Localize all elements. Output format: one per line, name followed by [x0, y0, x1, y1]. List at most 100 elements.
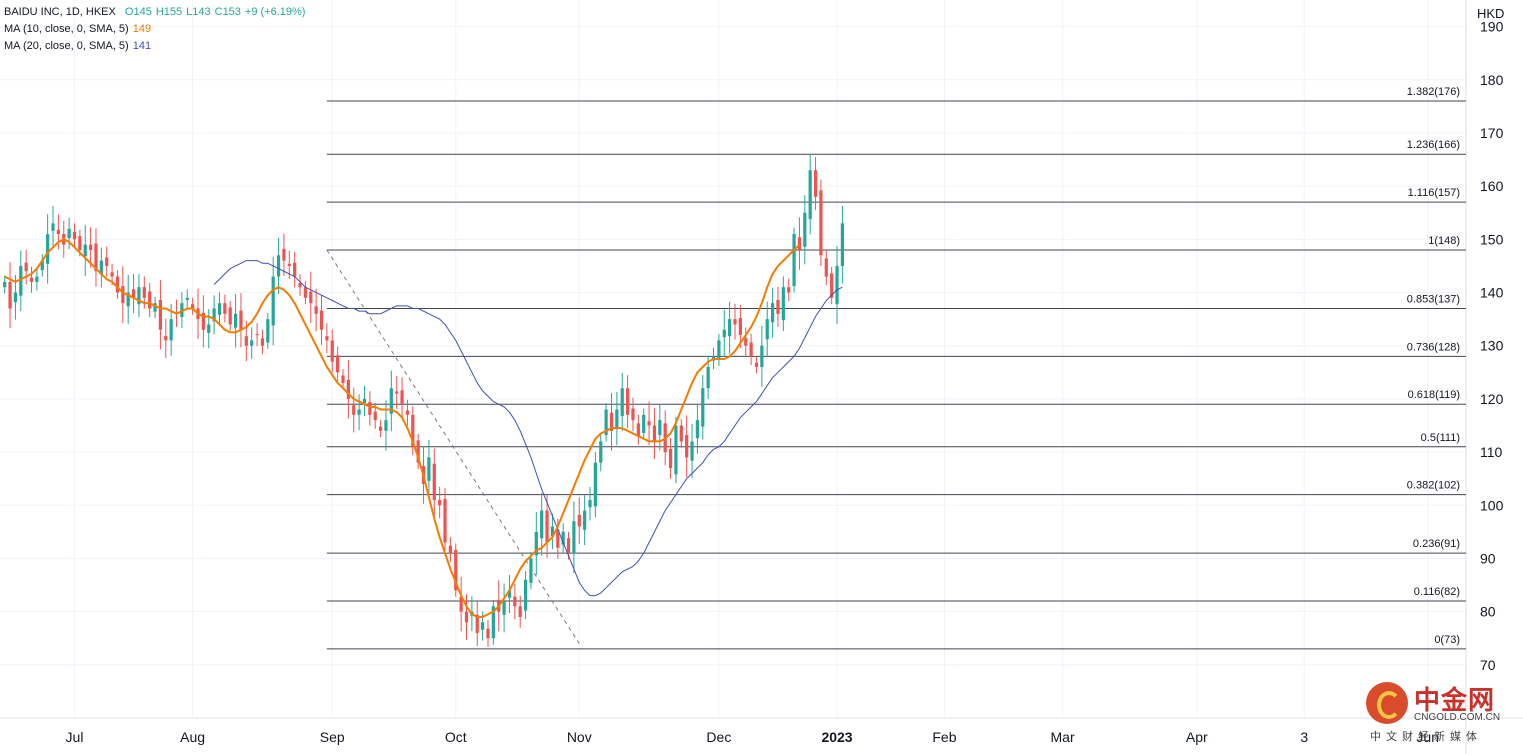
candle-body: [212, 308, 216, 322]
candle-body: [395, 391, 399, 394]
candle-body: [3, 281, 7, 288]
candle-body: [760, 345, 764, 367]
ohlc-values: O145 H155 L143 C153 +9 (+6.19%): [119, 6, 310, 18]
x-tick-label: Nov: [567, 729, 592, 745]
fib-level-label: 0.618(119): [1408, 389, 1460, 401]
candle-body: [223, 303, 227, 314]
candle-body: [8, 281, 12, 309]
candle-body: [685, 435, 689, 458]
candle-body: [754, 362, 759, 367]
candle-body: [110, 272, 114, 277]
candle-body: [287, 263, 291, 266]
candle-body: [744, 338, 748, 346]
candle-body: [121, 286, 125, 304]
candle-body: [566, 538, 571, 554]
candle-body: [233, 313, 238, 328]
candle-body: [706, 366, 710, 389]
candle-body: [19, 265, 23, 296]
candle-body: [88, 244, 93, 250]
candle-body: [389, 388, 393, 414]
low-value: L143: [186, 6, 211, 18]
candle-body: [824, 258, 828, 277]
candle-body: [642, 414, 646, 433]
candle-body: [378, 426, 383, 431]
candle-body: [534, 531, 538, 556]
y-tick-label: 140: [1480, 285, 1504, 301]
candle-body: [314, 306, 318, 314]
candle-body: [185, 297, 189, 300]
x-tick-label: Feb: [932, 729, 956, 745]
candle-body: [690, 441, 694, 461]
y-tick-label: 80: [1480, 604, 1496, 620]
x-tick-label: Sep: [320, 729, 345, 745]
candle-body: [260, 338, 265, 346]
legend-ma20-row[interactable]: MA (20, close, 0, SMA, 5) 141: [4, 38, 309, 55]
candle-body: [148, 291, 152, 309]
candle-body: [583, 510, 587, 530]
candle-body: [577, 514, 581, 527]
candle-body: [282, 248, 286, 261]
candle-body: [411, 414, 415, 447]
candle-body: [67, 228, 71, 239]
fib-level-label: 0.116(82): [1414, 586, 1460, 598]
candle-body: [513, 596, 517, 607]
candle-body: [840, 223, 845, 266]
candle-body: [454, 549, 458, 591]
fib-level-label: 0(73): [1434, 634, 1460, 646]
candle-body: [217, 303, 222, 315]
watermark: 中金网 CNGOLD.COM.CN 中文财经新媒体: [1362, 676, 1522, 752]
candle-body: [631, 408, 635, 421]
high-value: H155: [155, 6, 183, 18]
candle-body: [169, 319, 173, 341]
chart-legend: BAIDU INC, 1D, HKEX O145 H155 L143 C153 +9 (…: [4, 4, 309, 55]
candle-body: [255, 334, 259, 336]
candle-body: [695, 420, 700, 439]
y-tick-label: 70: [1480, 657, 1496, 673]
candle-body: [298, 282, 302, 288]
x-tick-label: 3: [1300, 729, 1308, 745]
candle-body: [588, 499, 592, 508]
fib-level-label: 0.853(137): [1407, 293, 1460, 305]
y-tick-label: 150: [1480, 231, 1504, 247]
x-tick-label: Oct: [445, 729, 467, 745]
ma10-label: MA (10, close, 0, SMA, 5): [4, 23, 129, 35]
fib-level-label: 1(148): [1428, 235, 1460, 247]
x-tick-label: 2023: [821, 729, 852, 745]
candle-body: [319, 310, 324, 330]
y-tick-label: 130: [1480, 338, 1504, 354]
legend-ma10-row[interactable]: MA (10, close, 0, SMA, 5) 149: [4, 21, 309, 38]
candle-body: [29, 277, 34, 282]
cngold-logo-icon: [1366, 682, 1408, 724]
ma20-line[interactable]: [213, 260, 843, 597]
candle-body: [336, 355, 340, 373]
ma10-line[interactable]: [4, 238, 801, 618]
candle-body: [164, 336, 168, 341]
candle-body: [733, 319, 737, 325]
fib-level-label: 1.236(166): [1407, 139, 1460, 151]
candle-body: [770, 303, 775, 323]
candle-body: [813, 170, 818, 197]
legend-symbol-row: BAIDU INC, 1D, HKEX O145 H155 L143 C153 +9 (…: [4, 4, 309, 21]
x-tick-label: Aug: [180, 729, 205, 745]
candle-body: [475, 614, 479, 633]
candle-body: [105, 257, 109, 266]
candle-body: [448, 545, 453, 554]
fib-trend-line[interactable]: [326, 249, 580, 644]
y-tick-label: 90: [1480, 550, 1496, 566]
candle-body: [309, 291, 313, 304]
candle-body: [830, 273, 834, 298]
candle-body: [599, 441, 603, 463]
y-tick-label: 100: [1480, 497, 1504, 513]
watermark-url: CNGOLD.COM.CN: [1414, 712, 1501, 723]
ma10-value: 149: [132, 23, 152, 35]
candle-body: [518, 606, 522, 617]
candle-body: [362, 398, 367, 404]
candle-body: [207, 324, 211, 333]
candle-body: [701, 388, 705, 427]
symbol-label: BAIDU INC, 1D, HKEX: [4, 6, 116, 18]
candle-body: [459, 596, 463, 612]
candle-body: [341, 375, 345, 383]
candle-body: [491, 606, 495, 639]
candle-body: [78, 236, 82, 250]
